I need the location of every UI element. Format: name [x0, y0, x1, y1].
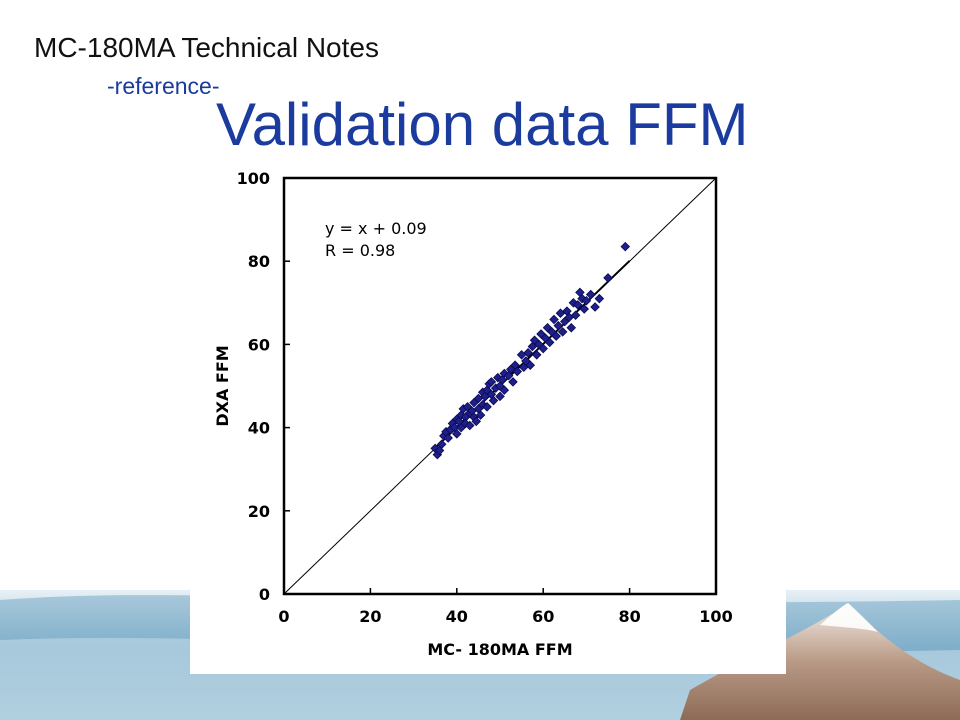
data-point — [512, 366, 523, 377]
data-point — [523, 347, 533, 358]
x-tick-label: 60 — [532, 607, 554, 626]
data-point — [525, 360, 536, 370]
data-point — [464, 420, 475, 431]
header-subtitle: -reference- — [107, 73, 220, 99]
data-point — [508, 377, 518, 387]
x-tick-label: 40 — [446, 607, 468, 626]
data-point — [594, 293, 605, 304]
data-point — [436, 439, 447, 450]
data-point — [471, 416, 482, 427]
data-point — [538, 343, 548, 354]
x-tick-label: 100 — [699, 607, 732, 626]
data-point — [488, 395, 499, 406]
data-point — [566, 322, 577, 333]
y-tick-label: 60 — [248, 335, 270, 354]
x-axis-label: MC- 180MA FFM — [427, 640, 572, 659]
data-point — [452, 429, 462, 439]
y-tick-label: 0 — [259, 585, 270, 604]
data-point — [551, 331, 561, 341]
data-point — [585, 289, 596, 300]
y-tick-label: 20 — [248, 502, 270, 521]
data-point — [544, 337, 555, 348]
chart-panel: 0 20 40 60 80 100 0 20 40 60 80 100 y = x + 0.09 R = … — [190, 170, 786, 674]
data-point — [590, 302, 600, 312]
data-point — [553, 320, 564, 331]
data-point — [579, 304, 590, 314]
data-point — [581, 295, 592, 306]
scatter-chart: 0 20 40 60 80 100 0 20 40 60 80 100 y = x + 0.09 R = … — [213, 170, 733, 659]
data-point — [549, 314, 559, 325]
y-tick-label: 40 — [248, 419, 270, 438]
x-tick-label: 0 — [278, 607, 289, 626]
data-point — [620, 241, 631, 252]
y-axis-label: DXA FFM — [213, 345, 232, 426]
data-point — [495, 391, 505, 402]
header-title: MC-180MA Technical Notes — [34, 32, 379, 63]
regression-annotation: y = x + 0.09 — [325, 219, 427, 238]
y-tick-label: 100 — [237, 170, 270, 188]
x-tick-label: 80 — [618, 607, 640, 626]
slide-title: Validation data FFM — [216, 91, 749, 158]
y-tick-label: 80 — [248, 252, 270, 271]
data-point — [475, 410, 486, 420]
x-tick-label: 20 — [359, 607, 381, 626]
data-point — [482, 402, 492, 412]
data-point — [443, 433, 453, 443]
regression-annotation: R = 0.98 — [325, 241, 395, 260]
data-point — [499, 385, 510, 395]
data-point — [531, 350, 542, 360]
data-point — [572, 300, 583, 310]
data-point — [477, 399, 488, 410]
data-point — [570, 310, 581, 321]
data-point — [486, 377, 497, 387]
data-point — [603, 273, 613, 283]
data-point — [557, 327, 568, 337]
mountain-shape — [680, 603, 960, 720]
